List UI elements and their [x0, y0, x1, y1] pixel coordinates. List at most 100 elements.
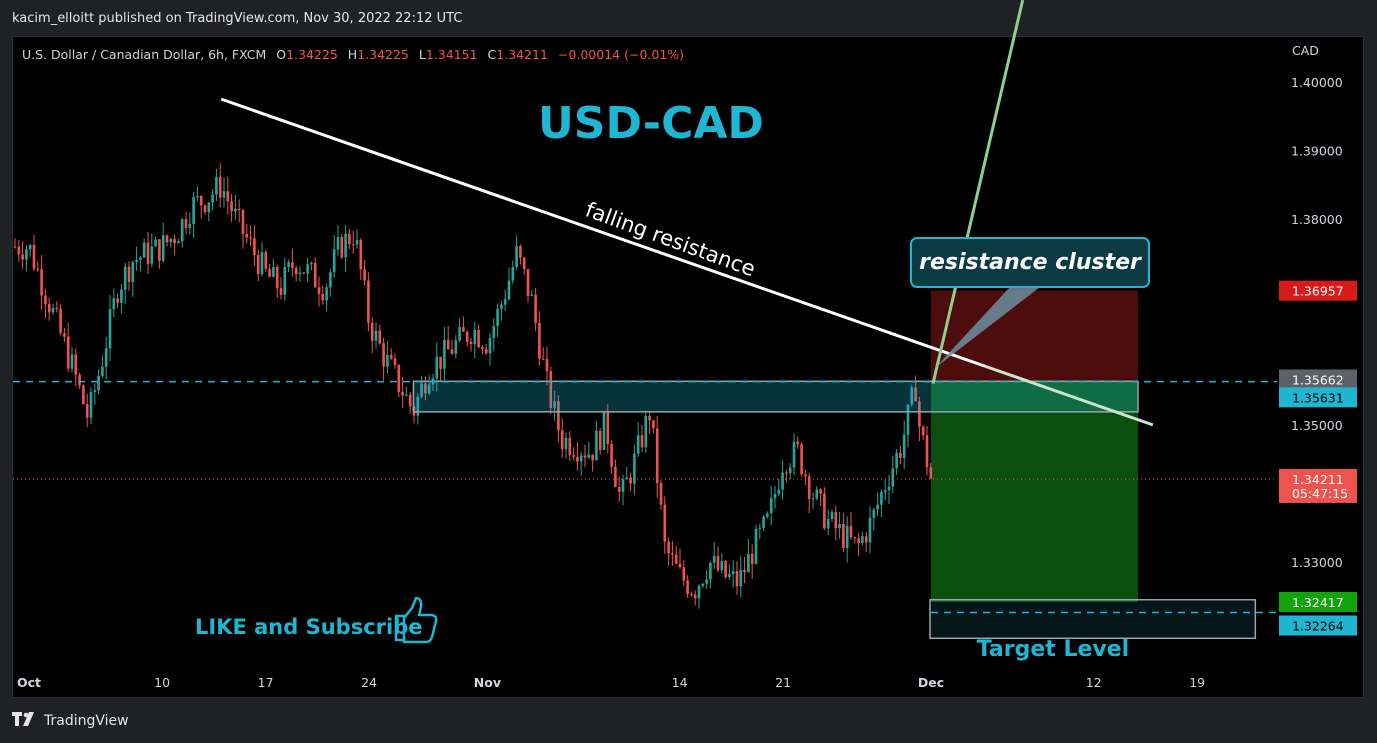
- candle: [834, 505, 838, 541]
- x-tick-label: 12: [1086, 675, 1102, 690]
- candle: [857, 533, 860, 556]
- candle: [591, 454, 594, 472]
- candle: [667, 537, 670, 566]
- candle: [82, 384, 85, 405]
- candle: [207, 201, 211, 222]
- candle: [351, 230, 355, 254]
- candle: [769, 486, 773, 526]
- candle: [705, 570, 708, 589]
- candle: [880, 489, 883, 518]
- last-price-tag: 1.34211: [1292, 472, 1344, 487]
- candle: [211, 189, 214, 211]
- footer-brand-label: TradingView: [44, 713, 129, 729]
- stop-price-tag: 1.36957: [1292, 284, 1344, 299]
- candle: [359, 238, 363, 281]
- candle: [488, 333, 492, 366]
- legend-l-label: L: [419, 47, 426, 62]
- candle: [697, 584, 701, 609]
- candle: [112, 288, 116, 318]
- thumbs-up-icon: [394, 596, 438, 644]
- candle: [739, 556, 743, 598]
- candle: [465, 329, 469, 347]
- stop-loss-zone: [931, 290, 1139, 382]
- candle: [678, 548, 682, 569]
- candle: [226, 176, 230, 215]
- candle: [792, 433, 796, 476]
- candle: [576, 442, 579, 471]
- candle: [142, 238, 146, 258]
- x-tick-label: 14: [672, 675, 688, 690]
- candle: [139, 255, 142, 272]
- candle: [895, 449, 898, 476]
- candle: [777, 478, 781, 497]
- candle: [17, 240, 21, 263]
- candle: [750, 544, 754, 579]
- legend-row: U.S. Dollar / Canadian Dollar, 6h, FXCM …: [22, 47, 684, 62]
- candle: [545, 346, 549, 386]
- candle: [245, 224, 249, 244]
- candle: [557, 395, 560, 443]
- candle: [78, 372, 81, 389]
- level-a-price-tag-bg: [1279, 369, 1357, 390]
- candle: [633, 444, 636, 496]
- candle: [389, 348, 393, 360]
- candle: [526, 268, 530, 303]
- candle: [66, 322, 70, 373]
- candle: [652, 420, 655, 434]
- candle: [253, 225, 256, 266]
- candle: [218, 163, 222, 208]
- candle: [868, 506, 872, 554]
- candle: [196, 186, 199, 202]
- candle: [724, 560, 727, 579]
- candle: [864, 531, 868, 553]
- countdown-tag: 05:47:15: [1292, 486, 1348, 501]
- candle: [154, 236, 157, 247]
- candle: [469, 337, 473, 352]
- candle: [397, 364, 401, 398]
- target-a-price-tag: 1.32417: [1292, 595, 1344, 610]
- candle: [925, 425, 929, 476]
- footer-brand[interactable]: TradingView: [12, 712, 129, 730]
- candle: [260, 242, 264, 277]
- candle: [108, 295, 112, 362]
- candle: [146, 231, 150, 275]
- candle: [28, 243, 32, 257]
- legend-symbol: U.S. Dollar / Canadian Dollar, 6h, FXCM: [22, 47, 266, 62]
- candle: [716, 546, 720, 573]
- x-tick-label: 17: [258, 675, 274, 690]
- candle: [788, 462, 792, 480]
- candle: [256, 249, 260, 282]
- resistance-cluster-label: resistance cluster: [919, 250, 1142, 275]
- candle: [405, 386, 408, 397]
- falling-resistance-label: falling resistance: [582, 198, 758, 282]
- candle: [367, 272, 370, 332]
- legend-o-label: O: [276, 47, 286, 62]
- candle: [158, 239, 161, 269]
- candle: [648, 411, 651, 435]
- candle: [241, 208, 245, 249]
- candle: [492, 318, 496, 352]
- candle: [150, 233, 154, 268]
- last-price-tag-bg: [1279, 468, 1357, 503]
- candle: [625, 466, 629, 480]
- candle: [199, 194, 203, 219]
- candle: [408, 392, 412, 414]
- candle: [731, 560, 735, 588]
- candle: [534, 288, 537, 332]
- candle: [435, 342, 439, 392]
- candle: [519, 244, 522, 265]
- level-b-price-tag: 1.35631: [1292, 390, 1344, 405]
- candle: [762, 515, 765, 532]
- candle: [515, 235, 518, 271]
- candle: [754, 524, 758, 565]
- candle: [177, 238, 180, 244]
- candle: [462, 316, 465, 332]
- currency-label: CAD: [1292, 43, 1319, 58]
- candle: [306, 257, 309, 282]
- candle: [344, 225, 347, 272]
- candle: [317, 276, 321, 307]
- profit-zone: [931, 381, 1139, 602]
- candle: [636, 421, 640, 458]
- x-tick-label: Oct: [17, 675, 41, 690]
